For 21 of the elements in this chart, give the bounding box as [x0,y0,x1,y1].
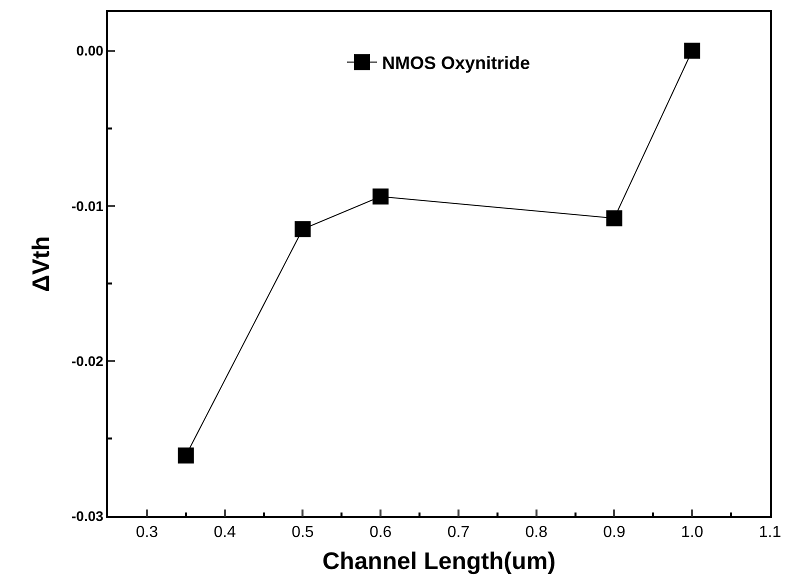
x-axis-title: Channel Length(um) [322,548,556,575]
x-tick-label: 0.6 [369,524,392,541]
y-tick-label: -0.01 [72,198,104,214]
x-tick-label: 0.7 [447,524,470,541]
x-tick-label: 0.4 [214,524,236,541]
x-tick-label: 1.1 [758,524,782,541]
x-tick-label: 0.5 [292,524,314,541]
y-tick-label: -0.03 [72,508,104,524]
point [178,448,194,464]
y-tick-label: -0.02 [72,352,104,369]
legend-label: NMOS Oxynitride [382,53,530,74]
x-tick-label: 0.3 [136,524,158,541]
y-axis-title: ΔVth [28,236,56,292]
point [606,210,622,226]
point [294,221,311,238]
x-tick-label: 0.9 [603,524,626,541]
x-tick-label: 1.0 [680,524,704,541]
point [684,42,700,59]
point [372,188,389,205]
y-tick-label: 0.00 [76,42,104,59]
x-tick-label: 0.8 [525,524,548,541]
